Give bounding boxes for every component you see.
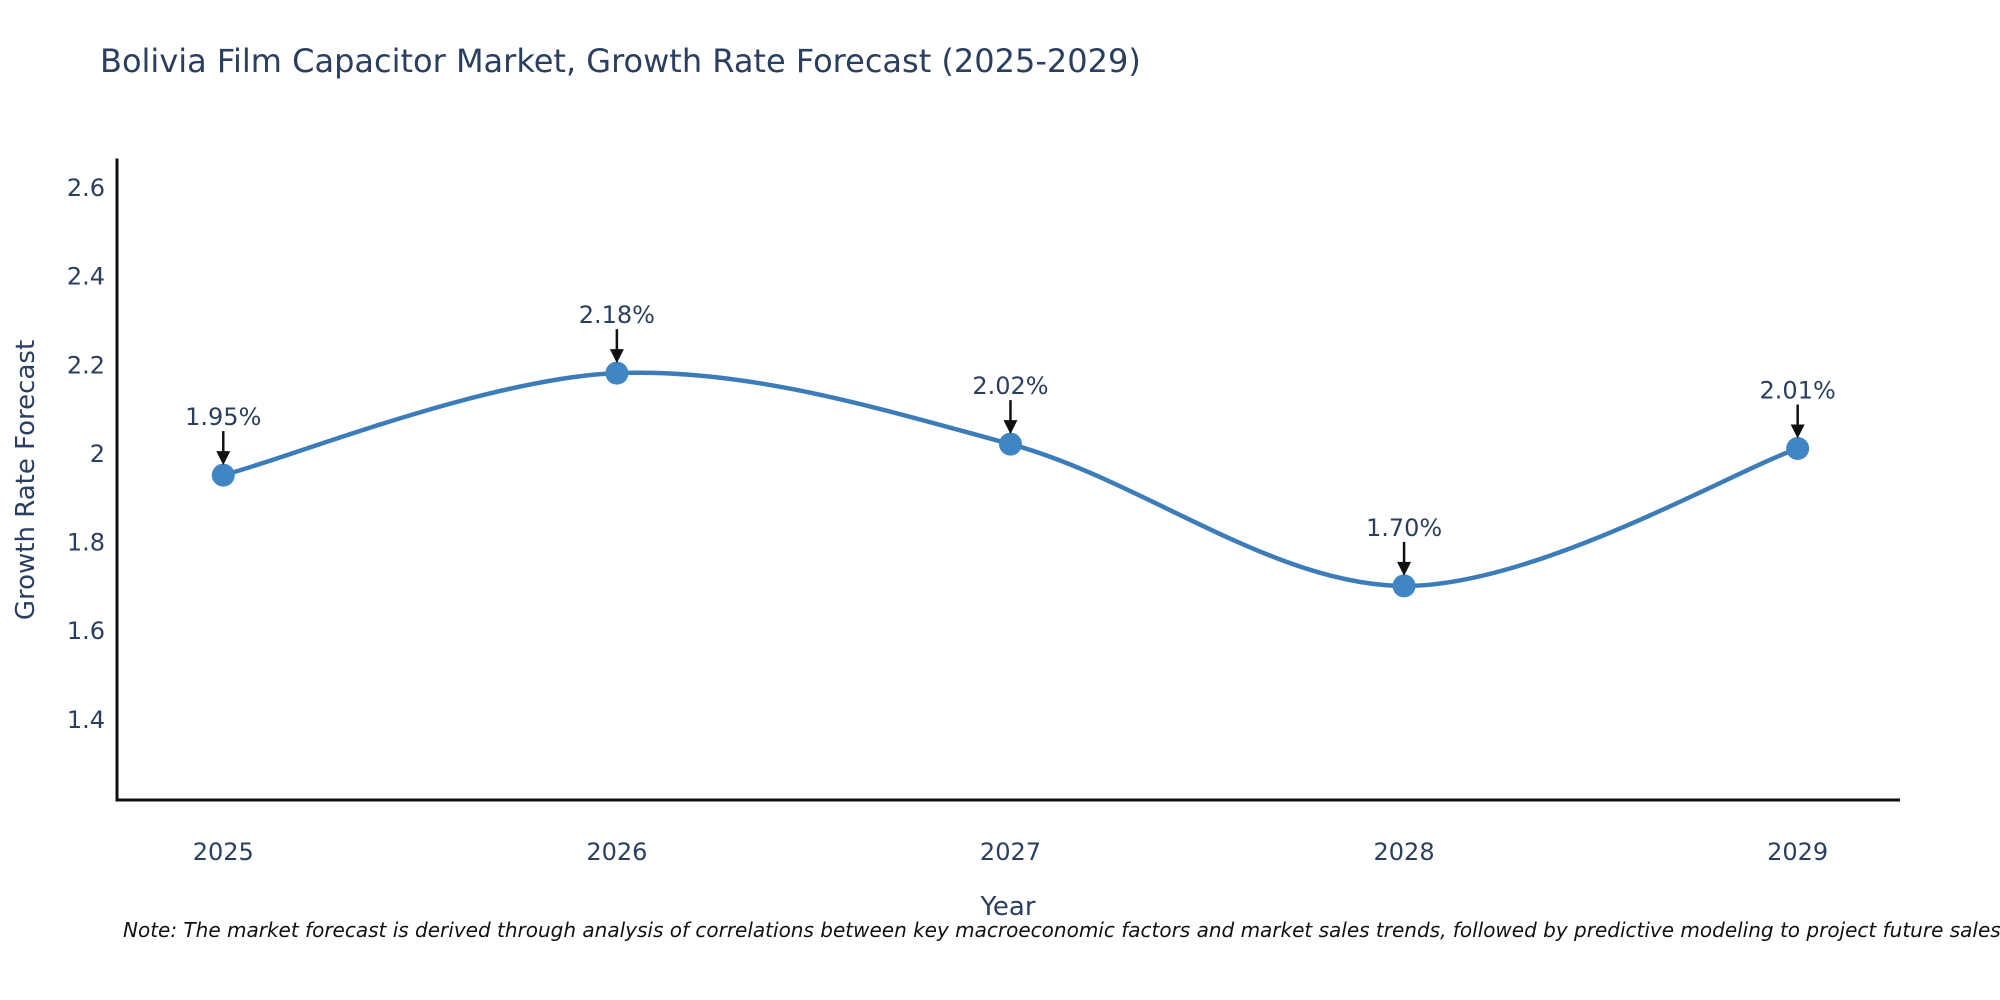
x-tick-label: 2029 [1767,838,1828,866]
x-tick-label: 2027 [980,838,1041,866]
y-tick-label: 2.4 [67,263,105,291]
point-value-label: 1.70% [1366,514,1442,542]
annotation-arrowhead-icon [1790,424,1805,439]
data-point-marker [998,432,1022,456]
point-value-label: 1.95% [185,403,261,431]
data-point-marker [211,463,235,487]
x-tick-label: 2028 [1374,838,1435,866]
y-tick-label: 2.6 [67,174,105,202]
footnote-text: Note: The market forecast is derived thr… [123,918,2000,942]
y-tick-label: 2 [90,440,105,468]
x-tick-label: 2025 [193,838,254,866]
x-tick-label: 2026 [586,838,647,866]
x-tick-labels: 2025 2026 2027 2028 2029 [193,838,1828,866]
point-value-label: 2.01% [1760,377,1836,405]
chart-title: Bolivia Film Capacitor Market, Growth Ra… [100,42,1141,80]
y-tick-label: 2.2 [67,351,105,379]
y-tick-label: 1.6 [67,617,105,645]
y-tick-label: 1.8 [67,529,105,557]
data-point-markers [211,361,1810,598]
point-value-label: 2.18% [579,301,655,329]
point-value-label: 2.02% [972,372,1048,400]
data-point-marker [1392,574,1416,598]
y-tick-label: 1.4 [67,706,105,734]
annotation-arrowhead-icon [1003,420,1018,435]
annotation-arrowhead-icon [609,349,624,364]
data-point-marker [605,361,629,385]
x-axis-title: Year [979,892,1035,922]
data-point-marker [1786,437,1810,461]
annotation-arrowhead-icon [216,451,231,466]
y-axis-title: Growth Rate Forecast [11,340,41,620]
point-annotations: 1.95% 2.18% 2.02% 1.70% 2.01% [185,301,1836,576]
annotation-arrowhead-icon [1397,561,1412,576]
y-tick-labels: 2.6 2.4 2.2 2 1.8 1.6 1.4 [67,174,105,734]
